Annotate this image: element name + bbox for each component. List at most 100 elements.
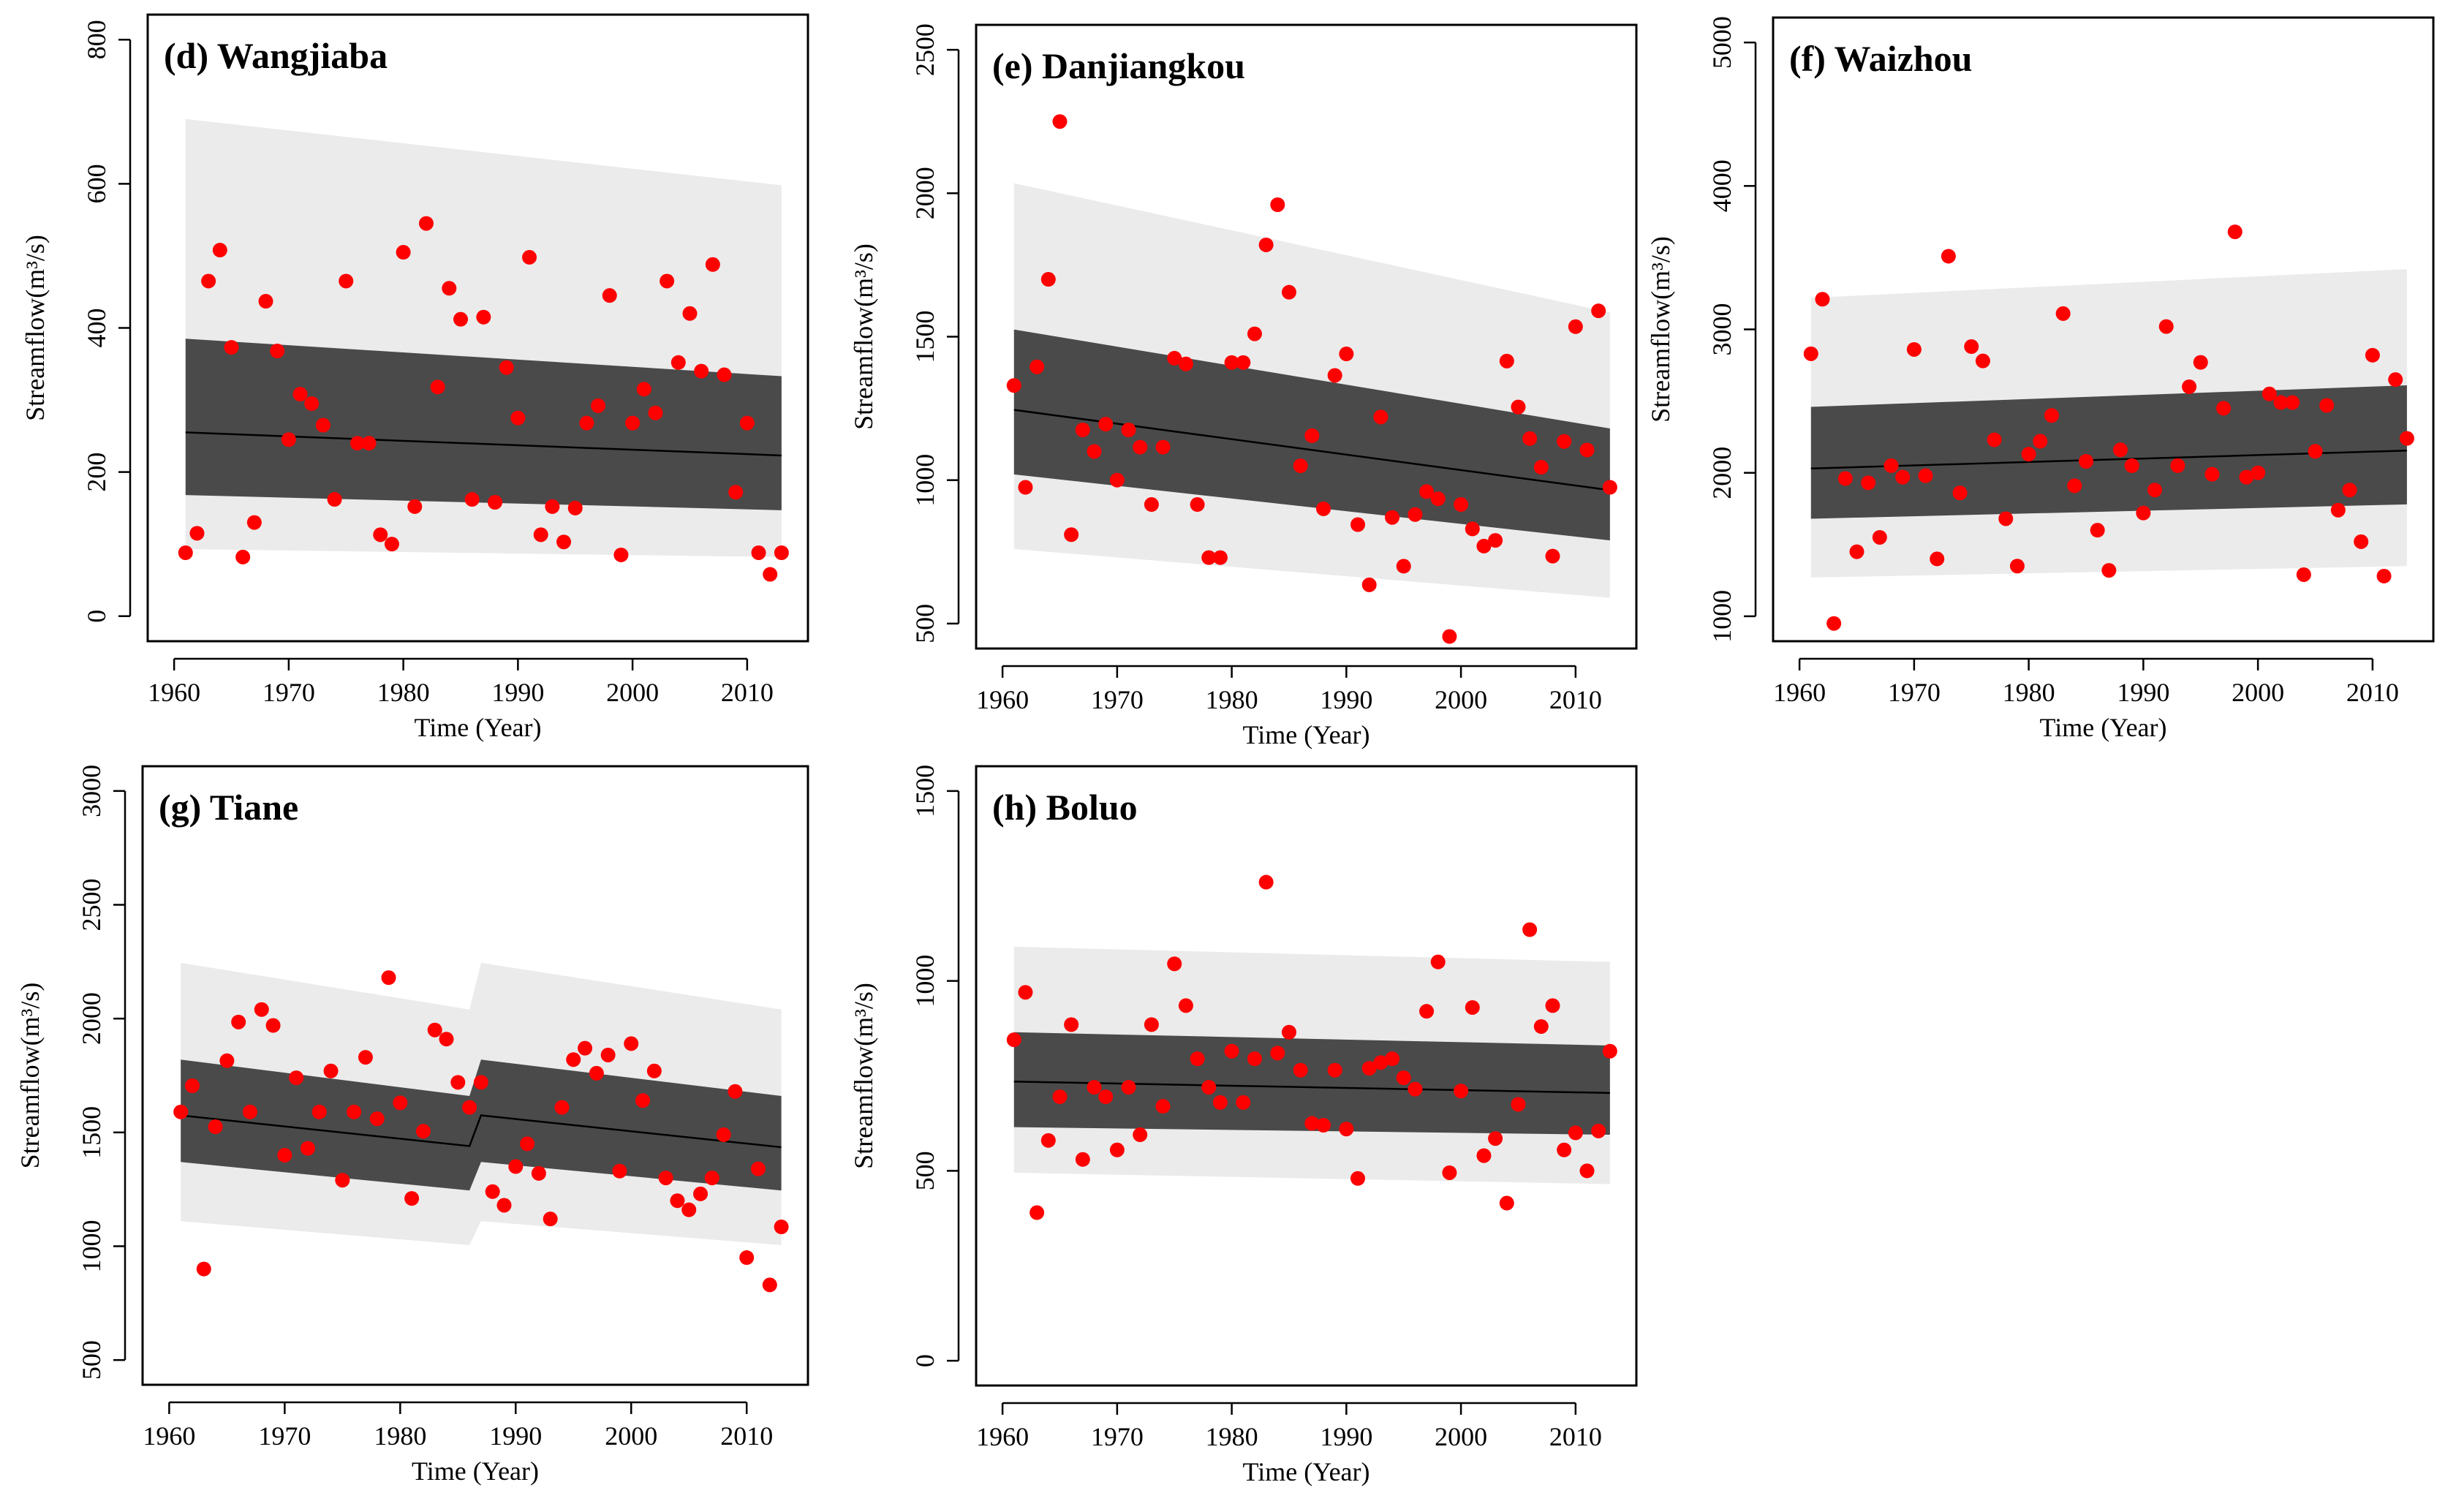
data-point: [1144, 1017, 1159, 1032]
data-point: [2251, 465, 2266, 480]
data-point: [2021, 447, 2036, 462]
data-point: [496, 1198, 512, 1213]
panel-wangjiaba: 1960 1970 1980 1990 2000 2010 Time (Year) 0 200 4…: [20, 13, 809, 742]
data-point: [1465, 999, 1480, 1015]
data-point: [1178, 998, 1193, 1013]
data-point: [670, 355, 686, 370]
data-point: [335, 1173, 350, 1188]
data-point: [716, 1127, 731, 1142]
data-point: [1075, 1152, 1090, 1167]
data-point: [277, 1147, 292, 1163]
data-point: [1178, 356, 1193, 371]
data-point: [2044, 408, 2059, 423]
x-tick-label: 1960: [976, 1422, 1029, 1451]
y-tick-label: 1000: [1707, 590, 1737, 643]
x-tick-label: 1980: [1206, 685, 1258, 714]
x-tick-label: 2000: [606, 678, 659, 707]
x-tick-label: 1980: [377, 678, 430, 707]
data-point: [1545, 548, 1560, 564]
x-tick-label: 2000: [1435, 685, 1487, 714]
data-point: [1522, 922, 1538, 937]
data-point: [1029, 359, 1045, 374]
data-point: [1327, 1062, 1342, 1078]
data-point: [224, 340, 239, 355]
data-point: [258, 294, 273, 309]
data-point: [1121, 1080, 1136, 1095]
trend-line: [1013, 1081, 1610, 1095]
data-point: [450, 1075, 466, 1090]
data-point: [173, 1104, 189, 1119]
data-point: [196, 1261, 211, 1277]
y-tick-label: 2500: [77, 879, 106, 931]
data-point: [613, 547, 629, 562]
data-point: [1133, 1127, 1148, 1143]
data-point: [1029, 1205, 1045, 1220]
y-tick-label: 200: [82, 453, 111, 492]
data-point: [520, 1136, 535, 1152]
data-point: [2113, 442, 2128, 458]
data-point: [1385, 1051, 1400, 1067]
data-point: [1109, 1142, 1125, 1157]
data-point: [1591, 1123, 1606, 1138]
data-point: [300, 1141, 315, 1156]
data-point: [2399, 431, 2414, 446]
trend-line: [1013, 409, 1611, 491]
x-tick-label: 2000: [2232, 678, 2284, 707]
data-point: [1281, 284, 1296, 300]
panel-title: (g) Tiane: [159, 787, 298, 828]
data-point: [566, 1052, 581, 1067]
x-axis-title: Time (Year): [2039, 713, 2166, 742]
data-point: [762, 1277, 777, 1293]
plot-frame: [975, 765, 1638, 1387]
data-point: [2182, 379, 2197, 394]
data-point: [2273, 395, 2289, 410]
data-point: [1557, 1142, 1572, 1157]
y-tick-label: 1500: [910, 765, 940, 817]
data-point: [2170, 458, 2185, 473]
data-point: [2285, 395, 2300, 410]
data-point: [1408, 507, 1423, 522]
data-point: [488, 495, 503, 510]
y-tick-label: 2500: [910, 23, 940, 76]
data-point: [323, 1063, 339, 1078]
panel-title: (f) Waizhou: [1789, 38, 1973, 79]
data-point: [1454, 497, 1469, 513]
data-point: [1826, 616, 1842, 631]
data-point: [289, 1070, 304, 1086]
data-point: [1304, 1116, 1320, 1131]
data-point: [1258, 874, 1274, 890]
data-point: [2354, 534, 2369, 549]
data-point: [1236, 1095, 1251, 1110]
data-point: [178, 545, 193, 560]
data-point: [2239, 469, 2254, 485]
panel-boluo: 1960 1970 1980 1990 2000 2010 Time (Year) 0 500 1…: [849, 765, 1638, 1486]
panel-waizhou: 1960 1970 1980 1990 2000 2010 Time (Year) 1000 2…: [1646, 16, 2435, 742]
data-point: [350, 436, 365, 451]
data-point: [1975, 353, 1990, 368]
data-point: [1499, 353, 1514, 368]
data-point: [579, 415, 594, 431]
y-tick-label: 1500: [910, 311, 940, 363]
data-point: [1906, 341, 1922, 357]
data-point: [339, 273, 354, 289]
x-axis-title: Time (Year): [412, 1456, 539, 1486]
y-axis-title: Streamflow(m³/s): [849, 983, 878, 1169]
data-point: [265, 1018, 281, 1033]
x-tick-label: 1990: [491, 678, 544, 707]
data-point: [254, 1002, 269, 1017]
data-point: [508, 1159, 524, 1174]
data-point: [1396, 559, 1411, 574]
data-point: [1155, 1099, 1171, 1114]
data-point: [208, 1119, 223, 1135]
data-point: [646, 1063, 662, 1078]
data-point: [1212, 550, 1228, 565]
y-tick-label: 2000: [1707, 447, 1737, 499]
data-point: [1052, 1089, 1068, 1105]
data-point: [751, 545, 766, 560]
data-point: [1803, 346, 1818, 361]
data-point: [246, 515, 262, 530]
data-point: [705, 257, 720, 272]
y-tick-label: 2000: [910, 167, 940, 219]
data-point: [1006, 1032, 1021, 1048]
data-point: [1258, 237, 1274, 252]
